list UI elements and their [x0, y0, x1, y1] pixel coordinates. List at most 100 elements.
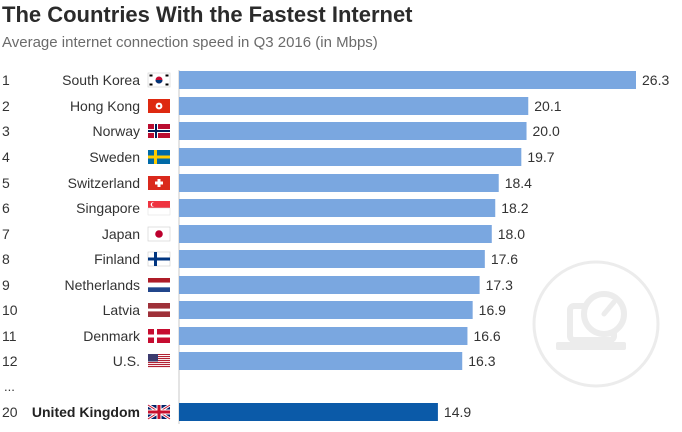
rank-label: 1: [2, 72, 10, 88]
watermark-base: [556, 342, 626, 350]
value-label: 19.7: [527, 149, 554, 165]
rank-label: 2: [2, 98, 10, 114]
rank-label: 4: [2, 149, 10, 165]
flag-part: [148, 366, 170, 368]
bar: [179, 276, 480, 294]
flag-part: [148, 355, 170, 356]
flag-japan-icon: [147, 226, 171, 242]
value-label: 20.0: [533, 123, 560, 139]
bar: [179, 301, 473, 319]
bar: [179, 225, 492, 243]
country-label: Japan: [102, 226, 140, 242]
bar: [179, 352, 463, 370]
rank-label: 7: [2, 226, 10, 242]
bar: [179, 97, 529, 115]
flag-switzerland-icon: [148, 176, 170, 190]
value-label: 18.0: [498, 226, 525, 242]
bar: [179, 327, 468, 345]
flag-latvia-icon: [148, 303, 170, 317]
bar: [179, 174, 499, 192]
country-label: Switzerland: [68, 175, 140, 191]
bar: [179, 122, 527, 140]
country-label: United Kingdom: [32, 404, 140, 420]
rank-label: 6: [2, 200, 10, 216]
country-label: Norway: [93, 123, 140, 139]
rank-label: 11: [2, 328, 17, 344]
watermark-ring: [532, 260, 660, 388]
watermark-logo-icon: [532, 260, 660, 388]
bar: [179, 250, 485, 268]
flag-south-korea-icon: [147, 72, 171, 88]
flag-part: [148, 287, 170, 292]
flag-part: [155, 181, 163, 185]
bar: [179, 71, 636, 89]
flag-part: [155, 230, 163, 238]
flag-part: [148, 155, 170, 159]
flag-part: [165, 74, 169, 77]
flag-uk-icon: [147, 403, 171, 421]
flag-part: [148, 257, 170, 261]
rank-label: 20: [2, 404, 18, 420]
flag-norway-icon: [148, 124, 170, 138]
flag-hong-kong-icon: [148, 99, 170, 113]
flag-part: [148, 362, 170, 364]
value-label: 20.1: [534, 98, 561, 114]
flag-part: [157, 104, 161, 108]
flag-part: [148, 334, 170, 338]
value-label: 16.9: [479, 302, 506, 318]
country-label: South Korea: [62, 72, 140, 88]
value-label: 14.9: [444, 404, 471, 420]
bar: [179, 199, 496, 217]
country-label: Sweden: [89, 149, 140, 165]
value-label: 26.3: [642, 72, 669, 88]
flag-finland-icon: [147, 251, 171, 267]
bar: [179, 148, 522, 166]
flag-part: [165, 83, 169, 86]
value-label: 18.4: [505, 175, 532, 191]
chart-title: The Countries With the Fastest Internet: [2, 2, 413, 27]
bar: [179, 403, 438, 421]
country-label: Singapore: [76, 200, 140, 216]
watermark-needle: [601, 299, 617, 317]
chart-subtitle: Average internet connection speed in Q3 …: [2, 34, 378, 51]
flag-part: [148, 360, 170, 362]
flag-part: [148, 354, 170, 356]
flag-part: [148, 278, 170, 283]
rank-label: 10: [2, 302, 18, 318]
flag-denmark-icon: [148, 329, 170, 343]
flag-part: [148, 364, 170, 366]
rank-label: 9: [2, 277, 10, 293]
country-label: Netherlands: [65, 277, 141, 293]
flag-part: [148, 358, 170, 360]
flag-part: [147, 207, 171, 216]
country-label: Finland: [94, 251, 140, 267]
country-label: Hong Kong: [70, 98, 140, 114]
value-label: 17.3: [486, 277, 513, 293]
flag-part: [148, 410, 170, 414]
rank-label: 8: [2, 251, 10, 267]
flag-part: [148, 356, 170, 358]
country-label: U.S.: [113, 353, 140, 369]
value-label: 16.3: [468, 353, 495, 369]
flag-part: [152, 202, 156, 207]
flag-sweden-icon: [148, 150, 170, 164]
value-label: 16.6: [473, 328, 500, 344]
flag-part: [149, 74, 153, 77]
value-label: 18.2: [501, 200, 528, 216]
flag-singapore-icon: [147, 201, 171, 216]
ellipsis-label: ...: [4, 379, 15, 394]
rank-label: 5: [2, 175, 10, 191]
flag-netherlands-icon: [148, 278, 170, 292]
rank-label: 12: [2, 353, 18, 369]
country-label: Denmark: [83, 328, 141, 344]
value-label: 17.6: [491, 251, 518, 267]
flag-part: [149, 83, 153, 86]
flag-us-icon: [148, 354, 170, 368]
flag-part: [155, 80, 163, 84]
flag-part: [148, 354, 158, 362]
flag-part: [148, 308, 170, 312]
rank-label: 3: [2, 123, 10, 139]
flag-part: [148, 201, 170, 208]
flag-part: [148, 130, 170, 132]
